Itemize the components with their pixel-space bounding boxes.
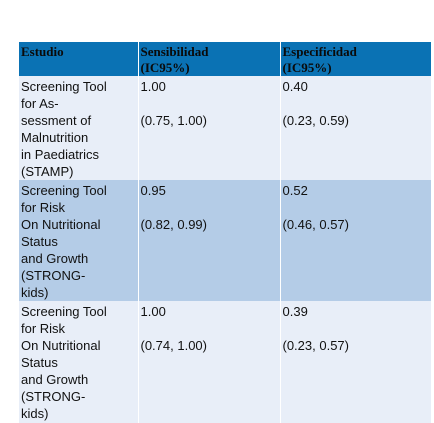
- spec-ci: (0.23, 0.57): [282, 338, 350, 353]
- spec-value: 0.52: [282, 183, 308, 198]
- study-line: for As-: [21, 96, 59, 111]
- sens-cell: 1.00 (0.75, 1.00): [137, 76, 280, 180]
- spec-value: 0.40: [282, 79, 308, 94]
- study-line: Screening Tool: [21, 79, 107, 94]
- table-row: Screening Tool for As-sessment of Malnutri…: [19, 76, 431, 180]
- results-table: Estudio Sensibilidad (IC95%) Especificidad…: [19, 42, 431, 423]
- spec-ci: (0.23, 0.59): [282, 113, 350, 128]
- study-line: and Growth: [21, 372, 89, 387]
- study-line: Status: [21, 355, 58, 370]
- study-line: kids): [21, 285, 49, 300]
- sens-value: 0.95: [140, 183, 166, 198]
- spec-cell: 0.52 (0.46, 0.57): [279, 180, 431, 301]
- sens-ci: (0.74, 1.00): [140, 338, 208, 353]
- sens-value: 1.00: [140, 79, 166, 94]
- sens-ci: (0.82, 0.99): [140, 217, 208, 232]
- study-line: On Nutritional: [21, 217, 101, 232]
- study-line: Screening Tool: [21, 304, 107, 319]
- sens-value: 1.00: [140, 304, 166, 319]
- study-cell: Screening Tool for As-sessment of Malnutri…: [19, 76, 138, 180]
- sens-cell: 0.95 (0.82, 0.99): [137, 180, 280, 301]
- study-line: in Paediatrics: [21, 147, 100, 162]
- study-line: Malnutrition: [21, 130, 89, 145]
- header-row: Estudio Sensibilidad (IC95%) Especificidad…: [19, 42, 431, 76]
- table-row: Screening Tool for Risk On Nutritional Stat…: [19, 180, 431, 301]
- header-text: Especificidad (IC95%): [282, 44, 357, 75]
- spec-ci: (0.46, 0.57): [282, 217, 350, 232]
- study-line: kids): [21, 406, 49, 421]
- spec-cell: 0.39 (0.23, 0.57): [279, 301, 431, 423]
- study-line: (STRONG-: [21, 268, 86, 283]
- table-body: Screening Tool for As-sessment of Malnutri…: [19, 76, 431, 423]
- study-line: and Growth: [21, 251, 89, 266]
- sens-cell: 1.00 (0.74, 1.00): [137, 301, 280, 423]
- spec-value: 0.39: [282, 304, 308, 319]
- study-line: for Risk: [21, 200, 66, 215]
- header-cell: Estudio: [19, 42, 138, 76]
- header-text: Estudio: [21, 44, 64, 59]
- sens-ci: (0.75, 1.00): [140, 113, 208, 128]
- table-row: Screening Tool for Risk On Nutritional Stat…: [19, 301, 431, 423]
- study-line: On Nutritional: [21, 338, 101, 353]
- study-cell: Screening Tool for Risk On Nutritional Stat…: [19, 180, 138, 301]
- study-line: Status: [21, 234, 58, 249]
- study-line: for Risk: [21, 321, 66, 336]
- header-cell: Especificidad (IC95%): [279, 42, 431, 76]
- study-line: (STRONG-: [21, 389, 86, 404]
- study-line: (STAMP): [21, 164, 74, 179]
- header-cell: Sensibilidad (IC95%): [137, 42, 280, 76]
- study-line: Screening Tool: [21, 183, 107, 198]
- study-line: sessment of: [21, 113, 92, 128]
- header-text: Sensibilidad (IC95%): [140, 44, 209, 75]
- study-cell: Screening Tool for Risk On Nutritional Stat…: [19, 301, 138, 423]
- spec-cell: 0.40 (0.23, 0.59): [279, 76, 431, 180]
